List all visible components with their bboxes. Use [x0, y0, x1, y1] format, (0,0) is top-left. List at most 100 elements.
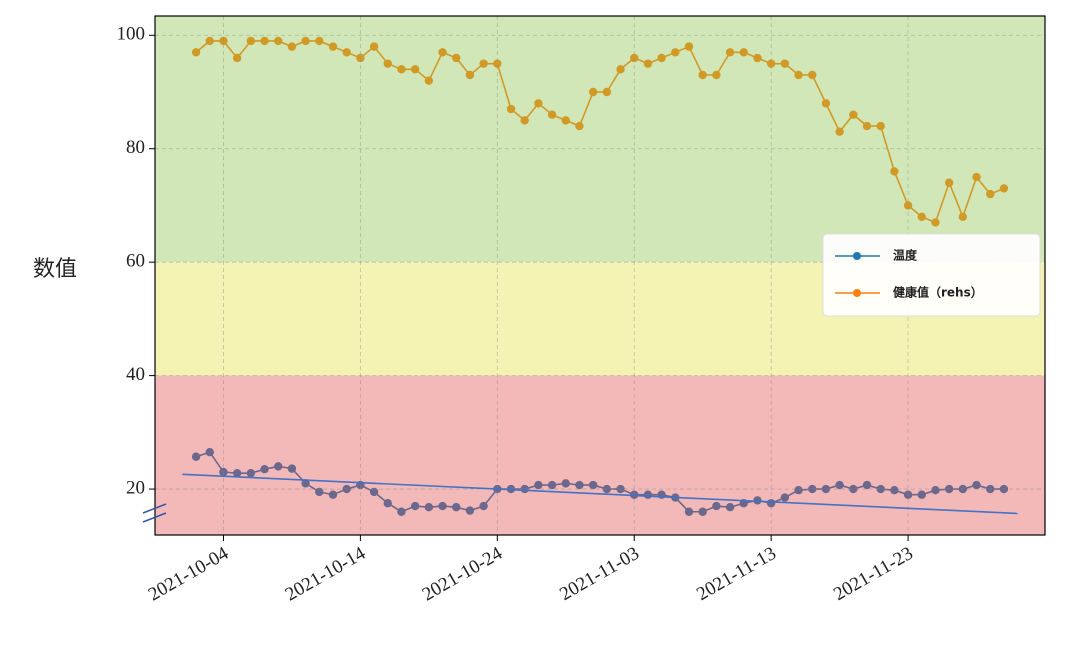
data-point: [917, 490, 926, 499]
data-point: [835, 127, 844, 136]
data-point: [328, 490, 338, 499]
y-tick-label: 80: [126, 137, 145, 158]
data-point: [876, 121, 885, 131]
data-point: [753, 53, 762, 63]
data-point: [205, 36, 214, 46]
data-point: [808, 484, 817, 494]
data-point: [410, 501, 420, 511]
data-point: [534, 480, 543, 490]
data-point: [315, 36, 324, 46]
x-tick-label: 2021-11-13: [693, 543, 780, 605]
data-point: [493, 59, 502, 68]
data-point: [274, 462, 283, 471]
y-tick-label: 100: [117, 24, 146, 45]
data-point: [849, 110, 858, 119]
data-point: [575, 121, 584, 131]
data-point: [315, 487, 324, 497]
data-point: [575, 480, 584, 490]
data-point: [383, 499, 392, 508]
legend-box: [822, 233, 1041, 317]
x-tick-label: 2021-10-04: [145, 543, 233, 606]
data-point: [301, 36, 310, 46]
data-point: [821, 484, 831, 494]
data-point: [986, 189, 995, 199]
data-point: [780, 493, 790, 502]
data-point: [712, 501, 721, 511]
data-point: [890, 167, 899, 176]
axis-break: [142, 503, 167, 514]
legend-marker: [853, 289, 861, 297]
data-point: [397, 65, 406, 74]
data-point: [369, 42, 379, 51]
threshold-band: [155, 16, 1045, 263]
data-point: [506, 104, 516, 114]
data-point: [438, 501, 447, 511]
data-point: [191, 452, 201, 461]
threshold-band: [155, 375, 1045, 535]
data-point: [931, 485, 940, 495]
data-point: [342, 48, 351, 57]
data-point: [246, 468, 256, 478]
data-point: [876, 484, 885, 494]
data-point: [684, 42, 694, 51]
x-tick-label: 2021-11-23: [830, 543, 917, 605]
data-point: [274, 36, 283, 46]
data-point: [588, 87, 598, 97]
data-point: [205, 447, 214, 457]
data-point: [712, 70, 721, 80]
data-point: [698, 70, 707, 80]
axis-break: [142, 512, 167, 523]
data-point: [246, 36, 256, 46]
data-point: [657, 53, 666, 63]
data-point: [369, 487, 379, 497]
data-point: [684, 507, 694, 516]
data-point: [671, 48, 680, 57]
data-point: [972, 172, 981, 182]
data-point: [821, 99, 831, 108]
data-point: [794, 485, 803, 495]
data-point: [520, 116, 529, 125]
data-point: [438, 48, 447, 57]
data-point: [534, 99, 543, 108]
data-point: [972, 480, 981, 490]
data-point: [890, 485, 899, 495]
data-point: [383, 59, 392, 68]
data-point: [602, 87, 612, 97]
data-point: [191, 48, 201, 57]
data-point: [862, 121, 872, 131]
data-point: [232, 468, 242, 478]
data-point: [260, 36, 269, 46]
data-point: [452, 53, 461, 63]
plot-frame: [154, 15, 1046, 536]
data-point: [452, 503, 461, 512]
data-point: [588, 480, 598, 490]
data-point: [424, 503, 434, 512]
trend-line: [182, 473, 1018, 515]
data-point: [260, 465, 269, 474]
legend-label: 温度: [893, 248, 918, 263]
y-tick-label: 20: [126, 477, 145, 498]
legend-label: 健康值（rehs）: [893, 285, 983, 300]
data-point: [931, 218, 940, 227]
data-point: [999, 184, 1009, 193]
data-point: [547, 110, 557, 119]
data-point: [753, 496, 762, 505]
data-point: [287, 464, 297, 473]
data-point: [698, 507, 707, 516]
data-point: [616, 65, 625, 74]
x-tick-label: 2021-11-03: [556, 543, 643, 605]
data-point: [356, 53, 365, 63]
data-point: [561, 116, 570, 125]
data-point: [547, 480, 557, 490]
data-point: [849, 484, 858, 494]
data-point: [725, 503, 735, 512]
data-point: [301, 479, 310, 488]
data-point: [780, 59, 790, 68]
data-point: [808, 70, 817, 80]
data-point: [766, 59, 776, 68]
data-point: [232, 53, 242, 63]
data-point: [424, 76, 434, 85]
data-point: [739, 48, 748, 57]
